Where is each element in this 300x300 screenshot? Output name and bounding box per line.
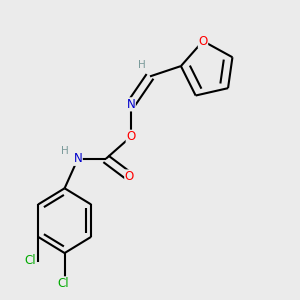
Text: O: O [125, 170, 134, 183]
Text: N: N [74, 152, 82, 165]
Text: N: N [127, 98, 135, 111]
Text: Cl: Cl [57, 277, 69, 290]
Text: Cl: Cl [24, 254, 36, 267]
Text: H: H [61, 146, 69, 156]
Text: H: H [138, 60, 146, 70]
Text: O: O [126, 130, 136, 143]
Text: O: O [198, 34, 208, 48]
